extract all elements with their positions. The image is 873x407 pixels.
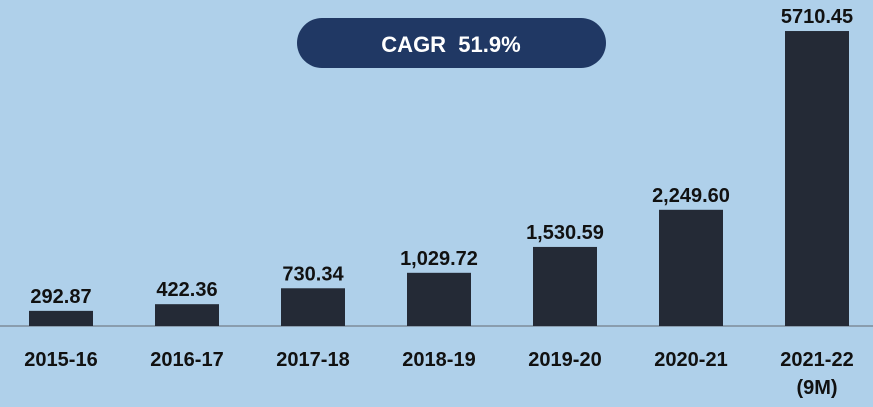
value-label: 422.36 <box>156 279 217 301</box>
bar <box>659 209 723 326</box>
bar <box>533 246 597 326</box>
cagr-annotation: CAGR 51.9% <box>381 32 520 57</box>
x-tick-label: 2019-20 <box>528 349 601 371</box>
value-label: 1,530.59 <box>526 222 604 244</box>
value-label: 292.87 <box>30 286 91 308</box>
bar <box>155 304 219 326</box>
x-tick-label: 2016-17 <box>150 349 223 371</box>
bar <box>407 272 471 326</box>
x-tick-label: 2017-18 <box>276 349 349 371</box>
value-label: 5710.45 <box>781 6 853 28</box>
bar <box>281 288 345 326</box>
x-tick-label: 2015-16 <box>24 349 97 371</box>
value-label: 1,029.72 <box>400 248 478 270</box>
bar <box>29 310 93 326</box>
x-tick-label: 2018-19 <box>402 349 475 371</box>
x-tick-label: 2020-21 <box>654 349 727 371</box>
value-label: 2,249.60 <box>652 185 730 207</box>
x-tick-label: 2021-22 (9M) <box>780 349 853 399</box>
bar <box>785 31 849 326</box>
cagr-pill <box>297 18 606 68</box>
value-label: 730.34 <box>282 263 344 285</box>
